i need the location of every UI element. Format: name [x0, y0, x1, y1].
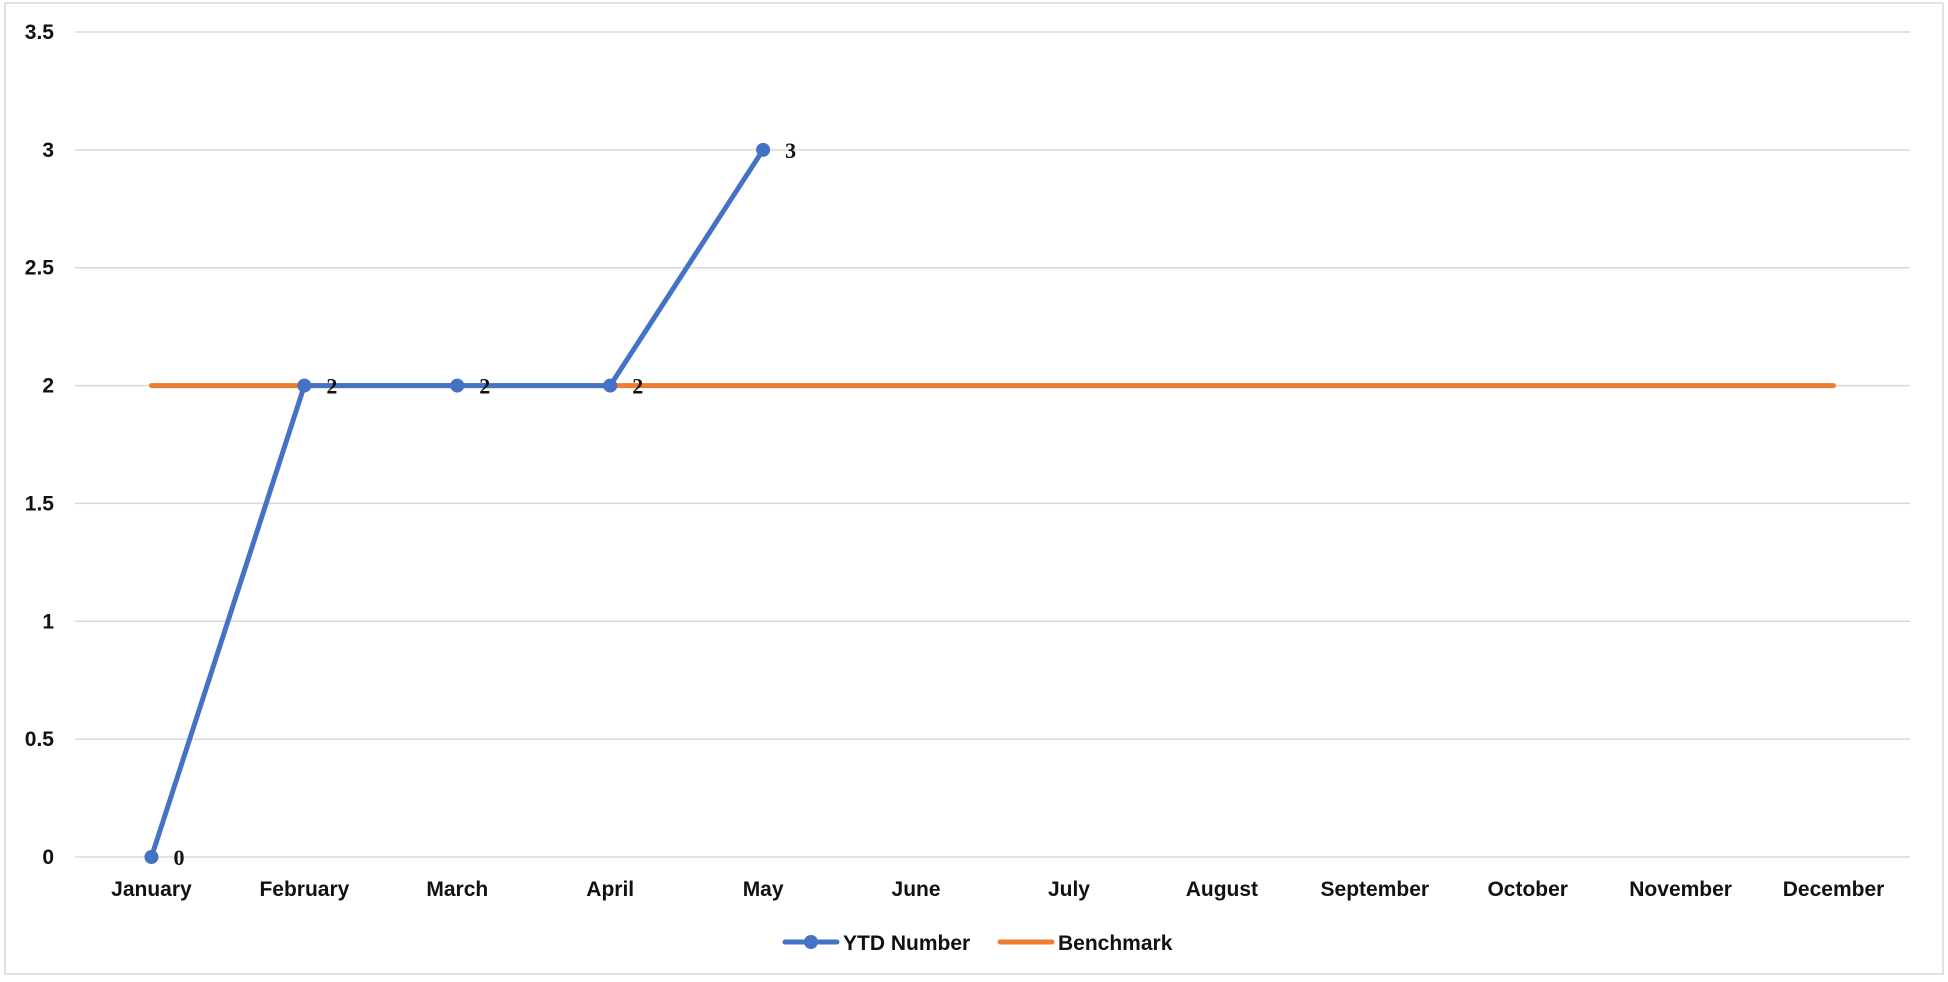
- data-label: 2: [632, 374, 643, 399]
- data-point: [144, 850, 159, 864]
- chart-border: [4, 2, 1944, 975]
- x-tick-label: February: [259, 878, 349, 901]
- x-tick-label: September: [1321, 878, 1430, 901]
- y-tick-label: 1: [42, 610, 54, 633]
- series-markers: [144, 142, 771, 864]
- data-label: 0: [173, 845, 184, 870]
- x-tick-label: October: [1487, 878, 1568, 901]
- x-tick-label: January: [111, 878, 192, 901]
- data-label: 2: [326, 374, 337, 399]
- x-axis-ticks: January February March April May June July Augu…: [111, 878, 1884, 901]
- y-tick-label: 3: [42, 139, 54, 162]
- x-tick-label: March: [426, 878, 488, 901]
- data-point: [297, 378, 312, 393]
- y-tick-label: 2.5: [25, 257, 55, 280]
- data-point: [603, 378, 618, 393]
- y-tick-label: 2: [42, 375, 54, 398]
- legend-marker-ytd-number: [804, 935, 818, 949]
- y-tick-label: 3.5: [25, 21, 55, 44]
- y-tick-label: 0.5: [25, 728, 55, 751]
- legend-label-benchmark: Benchmark: [1058, 932, 1173, 955]
- x-tick-label: December: [1783, 878, 1885, 901]
- x-tick-label: April: [586, 878, 634, 901]
- x-tick-label: July: [1048, 878, 1090, 901]
- data-label: 3: [785, 138, 796, 163]
- y-axis-ticks: 0 0.5 1 1.5 2 2.5 3 3.5: [25, 21, 55, 869]
- x-tick-label: August: [1186, 878, 1258, 901]
- x-tick-label: June: [892, 878, 941, 901]
- y-tick-label: 1.5: [25, 492, 55, 515]
- legend-label-ytd-number: YTD Number: [843, 932, 970, 955]
- data-labels: 0 2 2 2 3: [173, 138, 796, 870]
- y-tick-label: 0: [42, 846, 54, 869]
- x-tick-label: May: [743, 878, 784, 901]
- data-point: [450, 378, 465, 393]
- data-label: 2: [479, 374, 490, 399]
- legend[interactable]: YTD Number Benchmark: [782, 932, 1173, 955]
- x-tick-label: November: [1629, 878, 1732, 901]
- data-point: [756, 142, 771, 157]
